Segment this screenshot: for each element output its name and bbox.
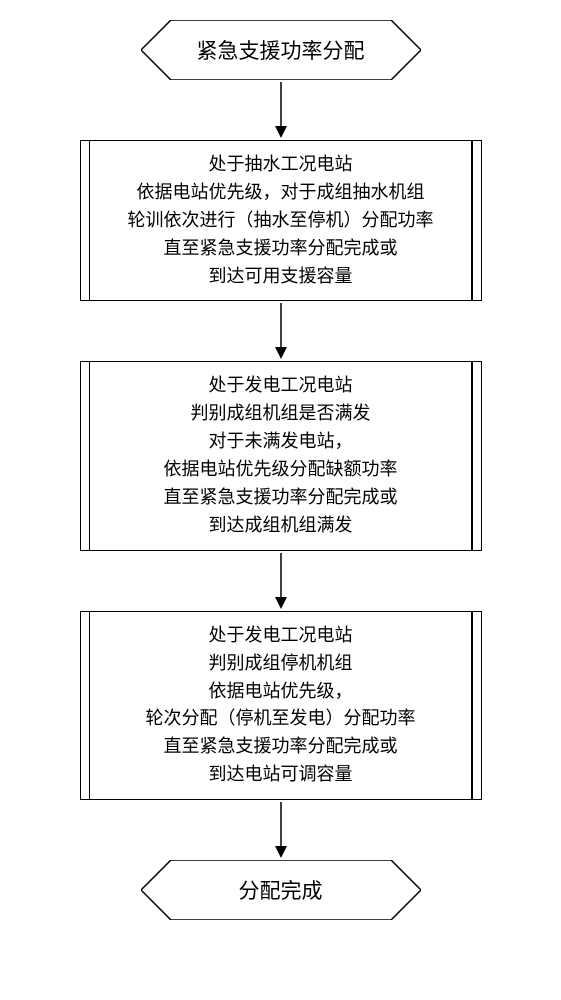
line: 处于发电工况电站 — [81, 372, 481, 400]
line: 处于抽水工况电站 — [81, 151, 481, 179]
end-terminator: 分配完成 — [141, 860, 421, 920]
line: 判别成组机组是否满发 — [81, 400, 481, 428]
process-text: 处于发电工况电站 判别成组停机机组 依据电站优先级， 轮次分配（停机至发电）分配… — [81, 622, 481, 789]
line: 到达电站可调容量 — [81, 761, 481, 789]
line: 依据电站优先级，对于成组抽水机组 — [81, 179, 481, 207]
line: 到达成组机组满发 — [81, 512, 481, 540]
down-arrow-icon — [271, 800, 291, 860]
line: 轮次分配（停机至发电）分配功率 — [81, 705, 481, 733]
process-step-1: 处于抽水工况电站 依据电站优先级，对于成组抽水机组 轮训依次进行（抽水至停机）分… — [80, 140, 482, 301]
down-arrow-icon — [271, 80, 291, 140]
process-text: 处于发电工况电站 判别成组机组是否满发 对于未满发电站， 依据电站优先级分配缺额… — [81, 372, 481, 539]
start-terminator: 紧急支援功率分配 — [141, 20, 421, 80]
line: 直至紧急支援功率分配完成或 — [81, 235, 481, 263]
down-arrow-icon — [271, 301, 291, 361]
arrow — [0, 301, 561, 361]
down-arrow-icon — [271, 551, 291, 611]
line: 依据电站优先级， — [81, 678, 481, 706]
line: 依据电站优先级分配缺额功率 — [81, 456, 481, 484]
line: 直至紧急支援功率分配完成或 — [81, 484, 481, 512]
arrow — [0, 551, 561, 611]
line: 轮训依次进行（抽水至停机）分配功率 — [81, 207, 481, 235]
line: 直至紧急支援功率分配完成或 — [81, 733, 481, 761]
line: 对于未满发电站， — [81, 428, 481, 456]
line: 到达可用支援容量 — [81, 263, 481, 291]
line: 处于发电工况电站 — [81, 622, 481, 650]
process-step-3: 处于发电工况电站 判别成组停机机组 依据电站优先级， 轮次分配（停机至发电）分配… — [80, 611, 482, 800]
line: 判别成组停机机组 — [81, 650, 481, 678]
start-label: 紧急支援功率分配 — [197, 35, 365, 65]
flowchart-container: 紧急支援功率分配 处于抽水工况电站 依据电站优先级，对于成组抽水机组 轮训依次进… — [0, 20, 561, 920]
arrow — [0, 80, 561, 140]
process-step-2: 处于发电工况电站 判别成组机组是否满发 对于未满发电站， 依据电站优先级分配缺额… — [80, 361, 482, 550]
process-text: 处于抽水工况电站 依据电站优先级，对于成组抽水机组 轮训依次进行（抽水至停机）分… — [81, 151, 481, 290]
arrow — [0, 800, 561, 860]
end-label: 分配完成 — [239, 875, 323, 905]
